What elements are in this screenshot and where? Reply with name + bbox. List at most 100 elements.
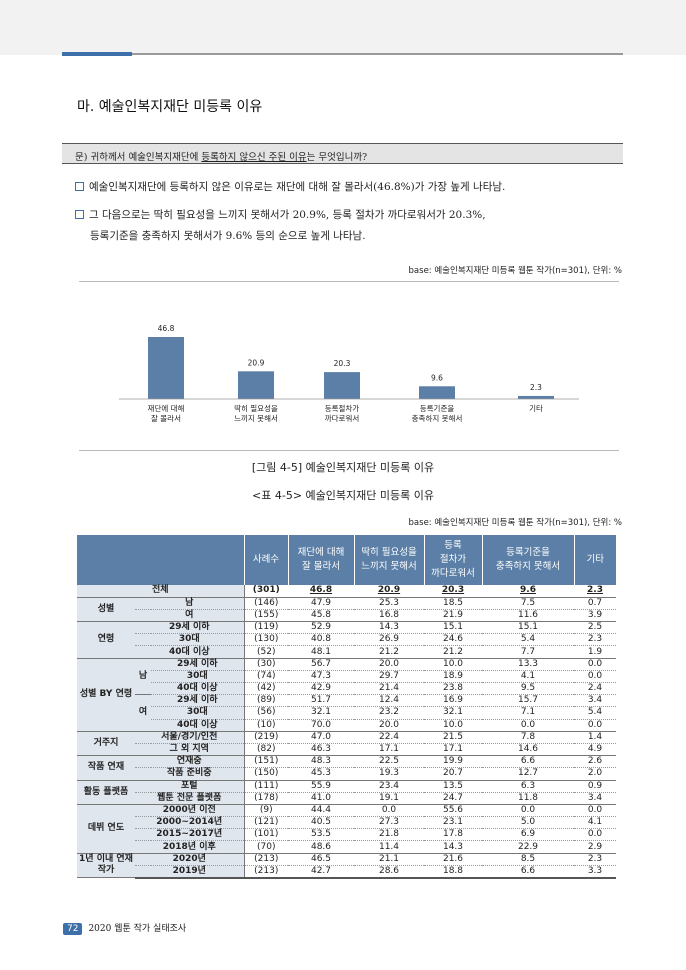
row-label: 2000~2014년: [135, 816, 244, 830]
cell-value: 21.6: [424, 853, 482, 866]
category-label: 기타: [529, 404, 543, 413]
category-label: 등록절차가: [325, 404, 360, 413]
cell-value: 10.0: [424, 719, 482, 732]
row-label: 남: [135, 597, 244, 610]
bar-2: [238, 371, 274, 399]
bullet-2-text: 그 다음으로는 딱히 필요성을 느끼지 못해서가 20.9%, 등록 절차가 까…: [89, 209, 486, 221]
cell-value: 20.0: [354, 658, 424, 671]
category-label: 잘 몰라서: [151, 414, 181, 423]
footer: 72 2020 웹툰 작가 실태조사: [63, 921, 186, 935]
bullet-2-continuation: 등록기준을 충족하지 못해서가 9.6% 등의 순으로 높게 나타남.: [90, 230, 366, 242]
cell-value: 3.3: [574, 865, 616, 879]
cell-value: 48.6: [288, 840, 354, 854]
table-row: 여 (155) 45.8 16.8 21.9 11.6 3.9: [77, 609, 616, 623]
cell-n: (9): [243, 804, 288, 818]
table-row: 1년 이내 연재 작가 2020년 (213) 46.5 21.1 21.6 8.5 2.3: [77, 853, 616, 879]
cell-value: 17.8: [424, 828, 482, 842]
cell-n: (150): [243, 767, 288, 781]
row-label: 서울/경기/인천: [135, 731, 244, 744]
cell-value: 70.0: [288, 719, 354, 732]
cell-value: 9.6: [482, 585, 574, 598]
cell-value: 5.0: [482, 816, 574, 830]
table-row: 30대 (56) 32.1 23.2 32.1 7.1 5.4: [77, 706, 616, 720]
cell-value: 15.1: [424, 621, 482, 635]
header-col-5: 기타: [573, 535, 616, 585]
cell-value: 2.9: [574, 840, 616, 854]
category-label: 재단에 대해: [148, 403, 185, 413]
cell-value: 9.5: [482, 682, 574, 696]
cell-value: 14.6: [482, 743, 574, 757]
row-subgroup-label: 여: [135, 694, 151, 732]
table-row: 성별 BY 연령 남 29세 이하 (30) 56.7 20.0 10.0 13.3 0.0: [77, 658, 616, 732]
table-row: 작품 준비중 (150) 45.3 19.3 20.7 12.7 2.0: [77, 767, 616, 781]
cell-n: (155): [243, 609, 288, 623]
category-label: 느끼지 못해서: [234, 413, 278, 423]
row-label: 전체: [77, 585, 244, 598]
cell-value: 0.0: [482, 719, 574, 732]
cell-value: 42.7: [288, 865, 354, 879]
cell-n: (56): [243, 706, 288, 720]
row-label: 40대 이상: [135, 645, 244, 659]
row-label: 2020년: [135, 853, 244, 866]
cell-value: 23.1: [424, 816, 482, 830]
bar-value-label: 20.3: [334, 359, 351, 368]
cell-value: 19.9: [424, 755, 482, 769]
cell-value: 13.5: [424, 780, 482, 793]
cell-value: 46.5: [288, 853, 354, 866]
table-row: 연령 29세 이하 (119) 52.9 14.3 15.1 15.1 2.5: [77, 621, 616, 659]
row-group-label: 1년 이내 연재 작가: [77, 853, 135, 879]
cell-value: 52.9: [288, 621, 354, 635]
bullet-2: 그 다음으로는 딱히 필요성을 느끼지 못해서가 20.9%, 등록 절차가 까…: [75, 205, 486, 247]
cell-value: 16.8: [354, 609, 424, 623]
cell-value: 5.4: [482, 633, 574, 647]
cell-value: 17.1: [424, 743, 482, 757]
row-group-label: 활동 플랫폼: [77, 780, 135, 805]
row-group-label: 성별: [77, 597, 135, 623]
cell-value: 45.3: [288, 767, 354, 781]
cell-value: 5.4: [574, 706, 616, 720]
row-group-label: 작품 연재: [77, 755, 135, 781]
header-band: [0, 0, 686, 55]
cell-n: (82): [243, 743, 288, 757]
cell-n: (52): [243, 645, 288, 659]
cell-value: 47.3: [288, 670, 354, 684]
table-row: 40대 이상 (52) 48.1 21.2 21.2 7.7 1.9: [77, 645, 616, 659]
checkbox-square-icon: [75, 210, 84, 219]
cell-value: 6.6: [482, 755, 574, 769]
cell-value: 10.0: [424, 658, 482, 671]
header-n: 사례수: [243, 535, 288, 585]
cell-n: (146): [243, 597, 288, 610]
cell-value: 19.1: [354, 792, 424, 805]
cell-value: 18.8: [424, 865, 482, 879]
row-label: 작품 준비중: [135, 767, 244, 781]
table-row: 30대 (74) 47.3 29.7 18.9 4.1 0.0: [77, 670, 616, 684]
row-label: 30대: [135, 633, 244, 647]
cell-value: 20.7: [424, 767, 482, 781]
cell-n: (74): [243, 670, 288, 684]
category-label: 딱히 필요성을: [234, 403, 278, 413]
cell-value: 53.5: [288, 828, 354, 842]
page-number: 72: [63, 923, 83, 935]
row-label: 2000년 이전: [135, 804, 244, 818]
table-row: 활동 플랫폼 포털 (111) 55.9 23.4 13.5 6.3 0.9: [77, 780, 616, 805]
cell-value: 2.6: [574, 755, 616, 769]
table-row: 웹툰 전문 플랫폼 (178) 41.0 19.1 24.7 11.8 3.4: [77, 792, 616, 805]
cell-value: 46.3: [288, 743, 354, 757]
cell-value: 44.4: [288, 804, 354, 818]
cell-n: (111): [243, 780, 288, 793]
cell-value: 48.1: [288, 645, 354, 659]
cell-value: 21.4: [354, 682, 424, 696]
data-table: 사례수 재단에 대해 잘 몰라서 딱히 필요성을 느끼지 못해서 등록 절차가 까다로워…: [77, 535, 616, 879]
question-suffix: 는 무엇입니까?: [306, 152, 368, 163]
row-label: 29세 이하: [151, 658, 244, 671]
category-label: 등록기준을: [420, 404, 455, 413]
header-col-2: 딱히 필요성을 느끼지 못해서: [353, 535, 424, 585]
row-group-label: 거주지: [77, 731, 135, 757]
cell-n: (70): [243, 840, 288, 854]
cell-value: 20.9: [354, 585, 424, 598]
bar-value-label: 9.6: [431, 373, 443, 382]
cell-value: 14.3: [354, 621, 424, 635]
cell-n: (130): [243, 633, 288, 647]
cell-value: 2.0: [574, 767, 616, 781]
